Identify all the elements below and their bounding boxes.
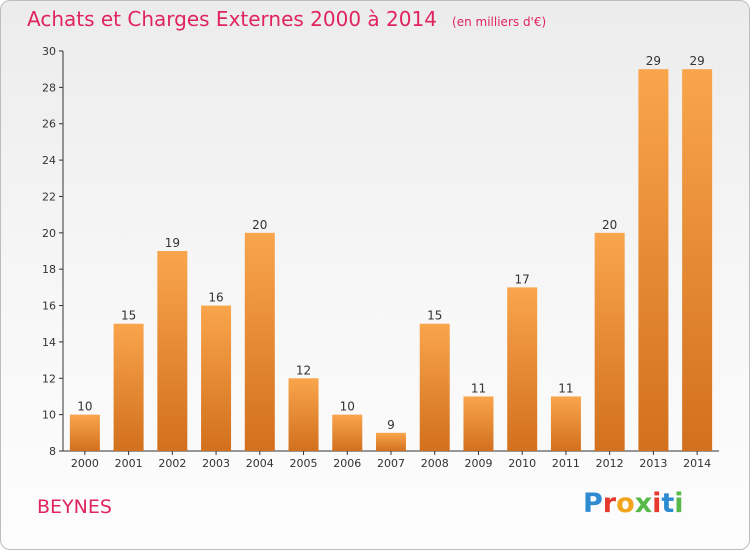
bar-2007	[376, 432, 406, 451]
bar-value-label: 10	[77, 400, 92, 414]
bar-2002	[157, 251, 188, 451]
y-tick-label: 20	[42, 227, 56, 240]
bar-value-label: 15	[121, 309, 136, 323]
x-tick-label: 2001	[115, 457, 143, 470]
y-tick-label: 12	[42, 372, 56, 385]
bar-value-label: 11	[558, 381, 573, 395]
bar-2004	[244, 232, 275, 451]
bar-2001	[113, 323, 144, 451]
bar-2006	[332, 414, 363, 451]
brand-letter: i	[674, 488, 684, 519]
y-tick-label: 14	[42, 336, 56, 349]
x-tick-label: 2013	[639, 457, 667, 470]
y-tick-label: 26	[42, 118, 56, 131]
x-tick-label: 2010	[508, 457, 536, 470]
y-tick-label: 10	[42, 409, 56, 422]
brand-letter: x	[634, 488, 653, 519]
x-tick-label: 2002	[158, 457, 186, 470]
bar-value-label: 15	[427, 309, 442, 323]
x-tick-label: 2003	[202, 457, 230, 470]
bar-value-label: 10	[340, 400, 355, 414]
bar-2011	[550, 396, 581, 451]
bar-value-label: 29	[646, 54, 661, 68]
bar-value-label: 19	[165, 236, 180, 250]
x-tick-label: 2006	[333, 457, 361, 470]
brand-letter: r	[602, 488, 617, 519]
bar-2005	[288, 378, 319, 451]
bar-value-label: 20	[602, 218, 617, 232]
x-tick-label: 2000	[71, 457, 99, 470]
x-tick-label: 2014	[683, 457, 711, 470]
bar-value-label: 29	[689, 54, 704, 68]
y-tick-label: 8	[49, 445, 56, 458]
brand-letter: i	[652, 488, 662, 519]
bar-value-label: 20	[252, 218, 267, 232]
bar-2000	[69, 414, 100, 451]
bar-value-label: 11	[471, 381, 486, 395]
x-tick-label: 2009	[464, 457, 492, 470]
chart-subtitle: (en milliers d'€)	[452, 15, 547, 29]
title-row: Achats et Charges Externes 2000 à 2014 (…	[27, 7, 546, 31]
bar-2010	[507, 287, 538, 451]
brand-logo: Proxiti	[583, 488, 684, 519]
bar-2013	[638, 69, 669, 451]
bar-2008	[419, 323, 450, 451]
bar-value-label: 9	[387, 418, 395, 432]
bar-2014	[682, 69, 713, 451]
brand-letter: P	[583, 488, 603, 519]
y-tick-label: 24	[42, 154, 56, 167]
bars: 10 15 19 16 20 12 10 9 15 11 17 11 20 29 29	[69, 54, 713, 451]
bar-value-label: 17	[515, 272, 530, 286]
x-tick-label: 2004	[246, 457, 274, 470]
chart-title: Achats et Charges Externes 2000 à 2014	[27, 7, 437, 31]
bar-2003	[201, 305, 232, 451]
y-tick-label: 28	[42, 81, 56, 94]
x-tick-label: 2007	[377, 457, 405, 470]
bar-value-label: 12	[296, 363, 311, 377]
y-tick-label: 18	[42, 263, 56, 276]
brand-letter: o	[616, 488, 635, 519]
commune-name: BEYNES	[37, 496, 112, 518]
y-tick-label: 30	[42, 45, 56, 58]
y-tick-label: 16	[42, 300, 56, 313]
x-tick-label: 2008	[421, 457, 449, 470]
x-tick-label: 2011	[552, 457, 580, 470]
x-tick-label: 2005	[290, 457, 318, 470]
bar-2012	[594, 232, 625, 451]
x-axis: 2000 2001 2002 2003 2004 2005 2006 2007 2008 2009…	[71, 451, 711, 470]
bar-2009	[463, 396, 494, 451]
brand-letter: t	[661, 488, 675, 519]
x-tick-label: 2012	[596, 457, 624, 470]
bar-value-label: 16	[208, 291, 223, 305]
y-tick-label: 22	[42, 190, 56, 203]
